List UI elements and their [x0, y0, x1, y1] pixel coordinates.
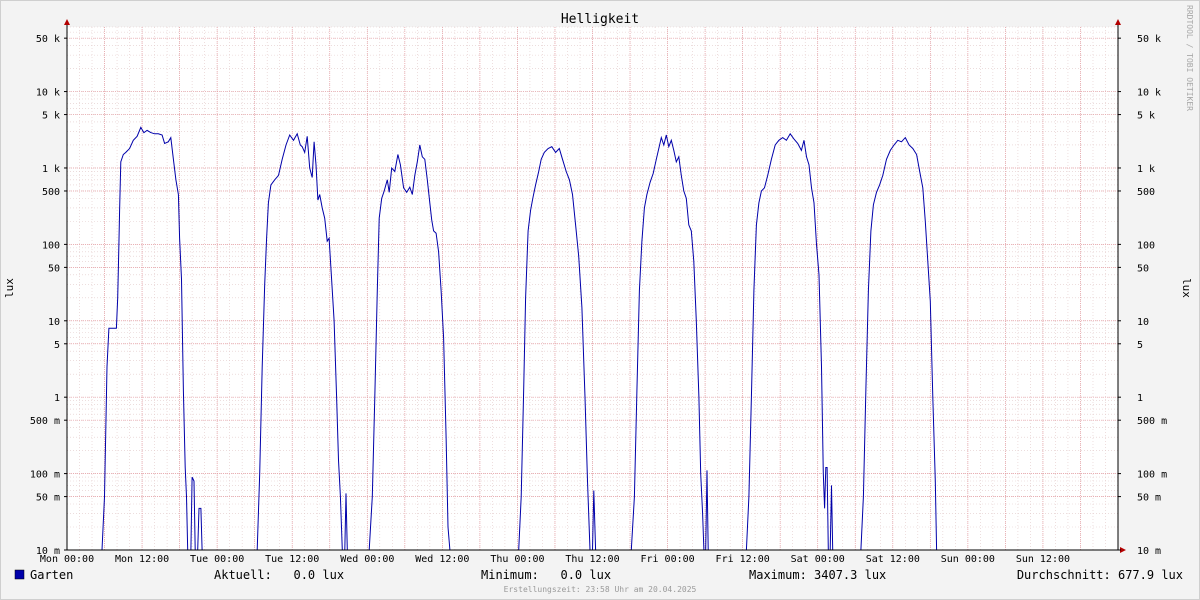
legend-durchschnitt: Durchschnitt: 677.9 lux: [1017, 568, 1183, 582]
x-tick-label: Mon 12:00: [115, 554, 169, 565]
x-tick-label: Tue 12:00: [265, 554, 319, 565]
y-tick-label-left: 1: [54, 393, 60, 404]
y-tick-label-right: 1: [1137, 393, 1143, 404]
x-tick-labels: Mon 00:00 Mon 12:00 Tue 00:00 Tue 12:00 Wed …: [40, 554, 1070, 565]
x-tick-label: Sat 12:00: [866, 554, 920, 565]
x-tick-label: Sun 00:00: [941, 554, 995, 565]
y-tick-label-left: 10: [48, 317, 60, 328]
x-tick-label: Fri 12:00: [716, 554, 770, 565]
y-tick-label-left: 50 k: [36, 34, 60, 45]
x-tick-label: Thu 12:00: [565, 554, 619, 565]
x-tick-label: Sat 00:00: [791, 554, 845, 565]
x-axis-arrow: [1120, 547, 1126, 553]
chart-title: Helligkeit: [561, 12, 639, 27]
y-tick-label-right: 10 m: [1137, 546, 1161, 557]
y-axis-label-right: lux: [1180, 278, 1193, 298]
legend-maximum: Maximum: 3407.3 lux: [749, 568, 886, 582]
legend-series-label: Garten: [30, 568, 73, 582]
y-tick-label-left: 500 m: [30, 416, 60, 427]
y-tick-label-right: 10: [1137, 317, 1149, 328]
y-tick-labels: 10 m 10 m 50 m 50 m 100 m 100 m 500 m 500 m 1 1 5 5…: [30, 34, 1167, 557]
y-tick-label-right: 5: [1137, 340, 1143, 351]
x-tick-label: Tue 00:00: [190, 554, 244, 565]
rrdtool-watermark: RRDTOOL / TOBI OETIKER: [1185, 5, 1194, 111]
y-tick-label-right: 5 k: [1137, 111, 1155, 122]
y-tick-label-left: 10 k: [36, 88, 60, 99]
x-tick-label: Sun 12:00: [1016, 554, 1070, 565]
y-tick-label-left: 1 k: [42, 164, 60, 175]
y-tick-label-left: 100: [42, 240, 60, 251]
series-line-garten: [67, 126, 1118, 551]
y-tick-label-left: 100 m: [30, 470, 60, 481]
x-tick-label: Thu 00:00: [490, 554, 544, 565]
y-tick-label-left: 5 k: [42, 111, 60, 122]
x-tick-label: Wed 12:00: [415, 554, 469, 565]
y-tick-label-right: 500: [1137, 187, 1155, 198]
y-tick-label-left: 50: [48, 263, 60, 274]
legend-aktuell: Aktuell: 0.0 lux: [214, 568, 344, 582]
y-axis-arrow-right: [1115, 19, 1121, 25]
x-tick-label: Mon 00:00: [40, 554, 94, 565]
y-tick-label-left: 5: [54, 340, 60, 351]
y-axis-arrow-left: [64, 19, 70, 25]
y-tick-label-right: 10 k: [1137, 88, 1161, 99]
y-tick-label-right: 50 k: [1137, 34, 1161, 45]
footer-timestamp: Erstellungszeit: 23:58 Uhr am 20.04.2025: [504, 585, 697, 594]
y-tick-label-right: 100 m: [1137, 470, 1167, 481]
y-tick-label-left: 10 m: [36, 546, 60, 557]
x-tick-label: Wed 00:00: [340, 554, 394, 565]
y-tick-label-right: 50 m: [1137, 493, 1161, 504]
legend-minimum: Minimum: 0.0 lux: [481, 568, 611, 582]
y-tick-label-right: 500 m: [1137, 416, 1167, 427]
axes: [64, 19, 1126, 553]
y-tick-label-right: 1 k: [1137, 164, 1155, 175]
y-tick-label-right: 100: [1137, 240, 1155, 251]
y-tick-label-left: 500: [42, 187, 60, 198]
y-tick-label-right: 50: [1137, 263, 1149, 274]
x-tick-label: Fri 00:00: [640, 554, 694, 565]
y-tick-label-left: 50 m: [36, 493, 60, 504]
legend-swatch: [14, 569, 25, 580]
y-axis-label-left: lux: [3, 278, 16, 298]
